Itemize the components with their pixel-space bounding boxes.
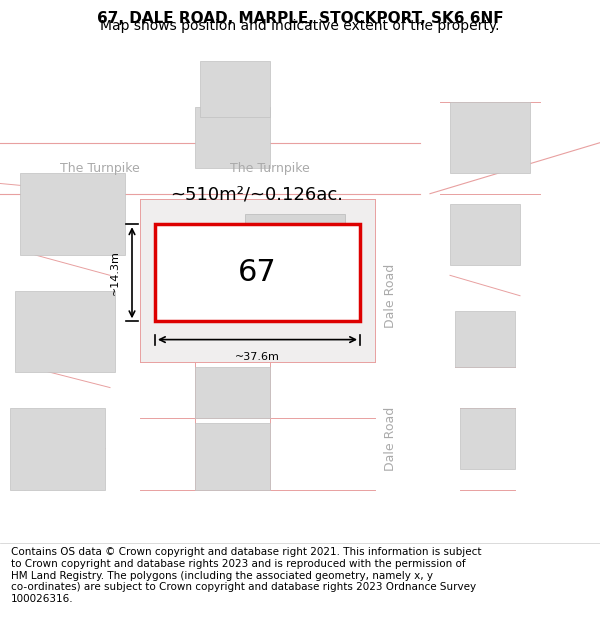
Text: Map shows position and indicative extent of the property.: Map shows position and indicative extent…	[100, 19, 500, 33]
Text: 67: 67	[238, 258, 277, 288]
Text: Dale Road: Dale Road	[383, 264, 397, 328]
Bar	[460, 408, 515, 469]
Polygon shape	[390, 41, 600, 194]
Bar	[450, 102, 530, 173]
Bar	[195, 423, 270, 489]
Text: The Turnpike: The Turnpike	[230, 162, 310, 174]
Text: Dale Road: Dale Road	[383, 406, 397, 471]
Text: ~14.3m: ~14.3m	[110, 251, 120, 295]
Bar	[155, 224, 360, 321]
Bar	[450, 204, 520, 265]
Bar	[195, 367, 270, 418]
Polygon shape	[0, 142, 420, 194]
Bar	[455, 311, 515, 367]
Text: 67, DALE ROAD, MARPLE, STOCKPORT, SK6 6NF: 67, DALE ROAD, MARPLE, STOCKPORT, SK6 6N…	[97, 11, 503, 26]
Bar	[200, 61, 270, 117]
Bar	[195, 107, 270, 168]
Text: Contains OS data © Crown copyright and database right 2021. This information is : Contains OS data © Crown copyright and d…	[11, 548, 481, 604]
Bar	[245, 214, 345, 291]
Text: ~510m²/~0.126ac.: ~510m²/~0.126ac.	[170, 186, 343, 204]
Polygon shape	[140, 199, 375, 362]
Bar	[10, 408, 105, 489]
Text: The Turnpike: The Turnpike	[60, 162, 140, 174]
Text: ~37.6m: ~37.6m	[235, 352, 280, 362]
Polygon shape	[360, 41, 410, 541]
Bar	[20, 173, 125, 255]
Bar	[15, 291, 115, 372]
